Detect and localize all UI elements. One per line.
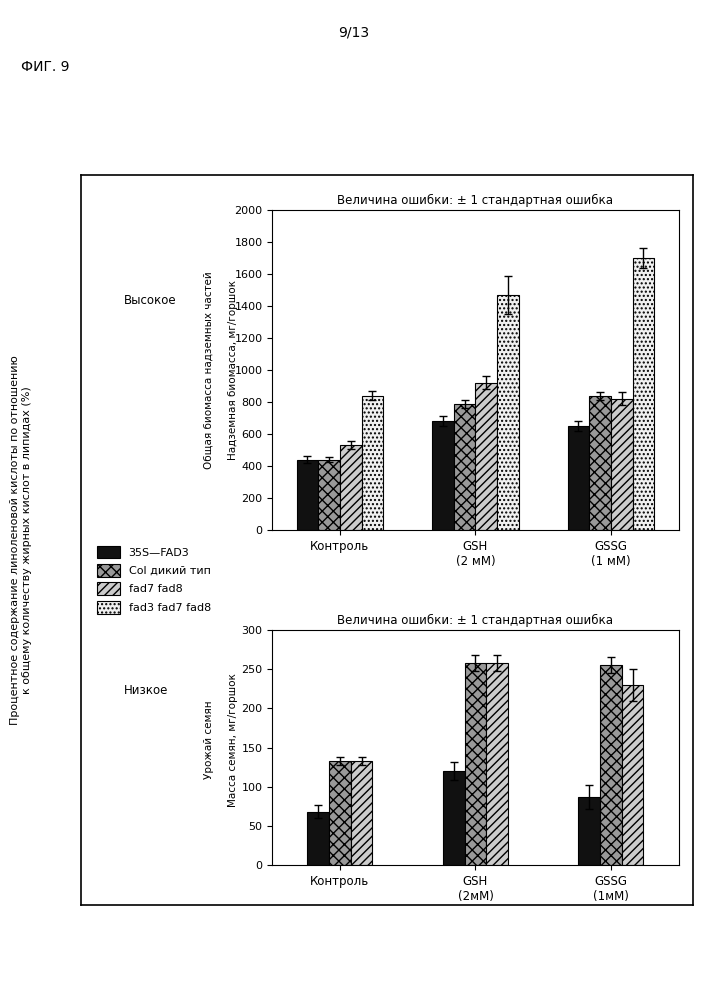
- Bar: [486, 663, 508, 865]
- Legend: 35S—FAD3, Col дикий тип, fad7 fad8, fad3 fad7 fad8: 35S—FAD3, Col дикий тип, fad7 fad8, fad3…: [98, 546, 211, 614]
- Bar: [329, 761, 351, 865]
- Title: Величина ошибки: ± 1 стандартная ошибка: Величина ошибки: ± 1 стандартная ошибка: [337, 614, 614, 627]
- Text: Урожай семян: Урожай семян: [204, 701, 214, 779]
- Bar: [443, 771, 464, 865]
- Text: Общая биомасса надземных частей: Общая биомасса надземных частей: [204, 271, 214, 469]
- Bar: [361, 396, 383, 530]
- Bar: [622, 685, 643, 865]
- Bar: [464, 663, 486, 865]
- Bar: [600, 665, 622, 865]
- Bar: [497, 295, 519, 530]
- Bar: [432, 421, 454, 530]
- Text: Низкое: Низкое: [124, 684, 168, 696]
- Bar: [590, 396, 611, 530]
- Bar: [340, 445, 361, 530]
- Title: Величина ошибки: ± 1 стандартная ошибка: Величина ошибки: ± 1 стандартная ошибка: [337, 194, 614, 207]
- Bar: [633, 258, 655, 530]
- Bar: [318, 460, 340, 530]
- Bar: [351, 761, 373, 865]
- Text: Масса семян, мг/горшок: Масса семян, мг/горшок: [228, 673, 238, 807]
- Bar: [611, 399, 633, 530]
- Text: 9/13: 9/13: [338, 25, 369, 39]
- Text: Процентное содержание линоленовой кислоты по отношению
к общему количеству жирны: Процентное содержание линоленовой кислот…: [11, 355, 32, 725]
- Text: Надземная биомасса, мг/горшок: Надземная биомасса, мг/горшок: [228, 280, 238, 460]
- Bar: [308, 812, 329, 865]
- Bar: [454, 404, 475, 530]
- Bar: [568, 426, 590, 530]
- Bar: [475, 383, 497, 530]
- Text: ФИГ. 9: ФИГ. 9: [21, 60, 70, 74]
- Bar: [297, 460, 318, 530]
- Text: Высокое: Высокое: [124, 294, 176, 306]
- Bar: [578, 797, 600, 865]
